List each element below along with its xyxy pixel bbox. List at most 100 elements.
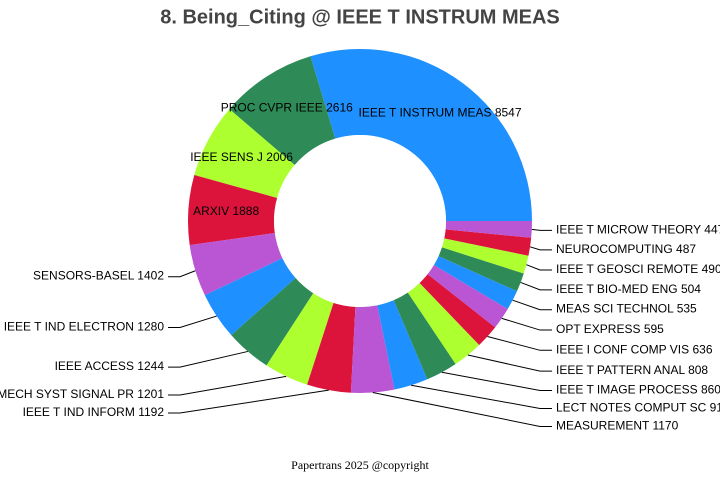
slice <box>444 229 532 256</box>
slice <box>266 293 334 385</box>
leader-line <box>512 299 552 311</box>
slice-name: IEEE T IND ELECTRON <box>4 320 134 334</box>
slice-name: OPT EXPRESS <box>556 322 640 336</box>
slice-label: IEEE SENS J 2006 <box>190 150 293 164</box>
leader-line <box>501 317 552 331</box>
slice <box>377 300 428 390</box>
slice-value: 1170 <box>652 419 678 433</box>
slice-value: 808 <box>688 363 708 377</box>
leader-line <box>526 264 552 271</box>
leader-line <box>168 389 329 414</box>
slice-label: IEEE I CONF COMP VIS 636 <box>556 342 713 356</box>
slice-value: 636 <box>692 342 712 356</box>
slice-value: 1244 <box>137 359 164 373</box>
slice-name: IEEE I CONF COMP VIS <box>556 342 689 356</box>
leader-line <box>529 246 552 251</box>
slice-name: IEEE T INSTRUM MEAS <box>359 106 492 120</box>
slice-label: IEEE T INSTRUM MEAS 8547 <box>359 106 522 120</box>
slice-value: 917 <box>710 401 720 415</box>
slice-label: MEASUREMENT 1170 <box>556 419 679 433</box>
slice-value: 535 <box>677 302 697 316</box>
slice <box>350 305 395 393</box>
slice-value: 1280 <box>137 320 164 334</box>
slice-value: 1402 <box>137 269 164 283</box>
footer: Papertrans 2025 @copyright <box>291 458 429 472</box>
leader-line <box>168 270 196 278</box>
leader-line <box>441 371 552 391</box>
leader-line <box>168 350 248 368</box>
slice-label: IEEE ACCESS 1244 <box>55 359 165 373</box>
slice-label: PROC CVPR IEEE 2616 <box>221 101 353 115</box>
slice-name: IEEE T IMAGE PROCESS <box>556 383 698 397</box>
slice-name: ARXIV <box>193 204 229 218</box>
slice-label: NEUROCOMPUTING 487 <box>556 242 696 256</box>
slice-name: LECT NOTES COMPUT SC <box>556 401 707 415</box>
slice-value: 2006 <box>266 150 293 164</box>
slice <box>188 174 278 246</box>
slice-label: LECT NOTES COMPUT SC 917 <box>556 401 720 415</box>
slice <box>445 221 532 238</box>
slice <box>393 292 456 380</box>
slice-name: MEASUREMENT <box>556 419 650 433</box>
leader-line <box>487 335 552 351</box>
slice-value: 1201 <box>137 387 164 401</box>
slice <box>231 278 314 366</box>
slice-name: IEEE T IND INFORM <box>23 405 135 419</box>
leader-line <box>467 354 552 372</box>
slice <box>204 258 296 336</box>
slice <box>438 247 524 292</box>
slice-value: 1192 <box>138 405 164 419</box>
slice <box>194 109 295 198</box>
slice <box>433 256 518 309</box>
leader-line <box>168 375 287 396</box>
slice-label: MEAS SCI TECHNOL 535 <box>556 302 697 316</box>
slice-label: IEEE T MICROW THEORY 447 <box>556 223 720 237</box>
slice-label: IEEE T BIO-MED ENG 504 <box>556 282 701 296</box>
slice-label: IEEE T IMAGE PROCESS 860 <box>556 383 720 397</box>
slice <box>310 48 532 222</box>
slice-label: MECH SYST SIGNAL PR 1201 <box>0 387 164 401</box>
leader-line <box>372 392 552 427</box>
slice-value: 504 <box>681 282 701 296</box>
slice-name: IEEE SENS J <box>190 150 263 164</box>
slice <box>229 56 336 166</box>
leader-line <box>520 281 552 291</box>
donut-hole <box>274 135 446 307</box>
slice-value: 2616 <box>326 101 353 115</box>
slice <box>419 274 496 346</box>
slice-name: MECH SYST SIGNAL PR <box>0 387 134 401</box>
slice-label: IEEE T GEOSCI REMOTE 490 <box>556 262 720 276</box>
slice-value: 490 <box>702 262 720 276</box>
leader-line <box>168 315 217 328</box>
slice-value: 8547 <box>495 106 522 120</box>
slice-name: IEEE ACCESS <box>55 359 134 373</box>
slice-name: IEEE T BIO-MED ENG <box>556 282 678 296</box>
slice-name: PROC CVPR IEEE <box>221 101 323 115</box>
slice-name: MEAS SCI TECHNOL <box>556 302 674 316</box>
slice-value: 860 <box>701 383 720 397</box>
slice-value: 487 <box>676 242 696 256</box>
chart-title: 8. Being_Citing @ IEEE T INSTRUM MEAS <box>160 6 560 28</box>
leader-line <box>411 384 552 409</box>
slice-label: ARXIV 1888 <box>193 204 259 218</box>
slice <box>407 283 480 364</box>
slice <box>189 233 283 296</box>
slice-value: 1888 <box>232 204 259 218</box>
slice <box>307 302 356 393</box>
leader-line <box>531 228 552 231</box>
slice-value: 595 <box>644 322 664 336</box>
slice-name: IEEE T GEOSCI REMOTE <box>556 262 698 276</box>
slice-label: OPT EXPRESS 595 <box>556 322 664 336</box>
slice-label: SENSORS-BASEL 1402 <box>33 269 164 283</box>
slice-name: NEUROCOMPUTING <box>556 242 673 256</box>
slice <box>441 238 529 274</box>
slice-name: IEEE T MICROW THEORY <box>556 223 701 237</box>
slice-value: 447 <box>704 223 720 237</box>
slice-label: IEEE T IND ELECTRON 1280 <box>4 320 165 334</box>
slice-name: IEEE T PATTERN ANAL <box>556 363 685 377</box>
slice <box>427 264 508 328</box>
slice-name: SENSORS-BASEL <box>33 269 135 283</box>
slice-label: IEEE T PATTERN ANAL 808 <box>556 363 708 377</box>
slice-label: IEEE T IND INFORM 1192 <box>23 405 165 419</box>
